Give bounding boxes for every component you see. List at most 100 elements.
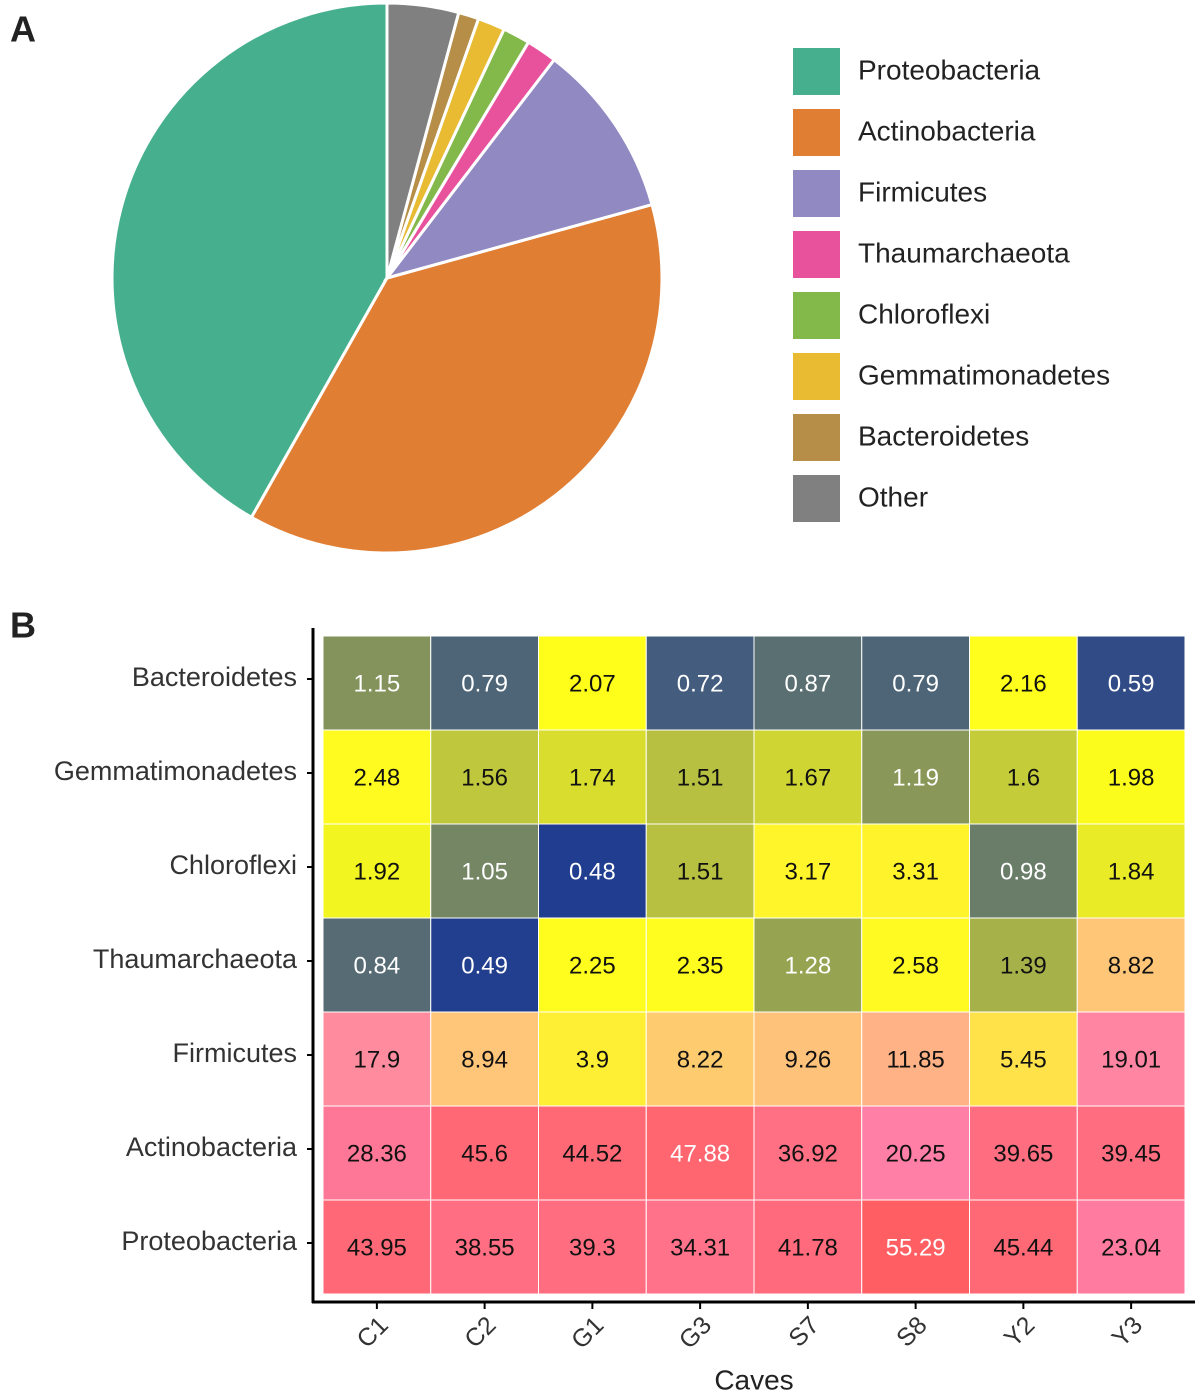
heat-cell: [1076, 917, 1186, 1013]
heat-cell: [645, 635, 755, 731]
cell-label: 0.48: [569, 858, 616, 885]
cell-label: 5.45: [1000, 1046, 1047, 1073]
y-tick-label: Bacteroidetes: [132, 662, 297, 692]
cell-label: 0.59: [1108, 670, 1155, 697]
legend-swatch: [793, 48, 840, 95]
cell-label: 34.31: [670, 1234, 730, 1261]
heat-cell: [1076, 729, 1186, 825]
cell-label: 1.51: [677, 858, 724, 885]
cell-label: 8.22: [677, 1046, 724, 1073]
cell-label: 2.25: [569, 952, 616, 979]
heat-cell: [1076, 1105, 1186, 1201]
x-tick-label: G1: [566, 1311, 609, 1354]
cell-label: 2.58: [892, 952, 939, 979]
heat-cell: [538, 823, 647, 919]
heat-cell: [322, 823, 432, 919]
cell-label: 47.88: [670, 1140, 730, 1167]
heat-cell: [1076, 1011, 1186, 1107]
heat-cell: [645, 1011, 755, 1107]
cell-label: 45.44: [993, 1234, 1053, 1261]
x-tick-label: Y2: [999, 1311, 1040, 1352]
cell-label: 3.31: [892, 858, 939, 885]
heat-cell: [753, 1105, 863, 1201]
cell-label: 19.01: [1101, 1046, 1161, 1073]
heat-cell: [322, 1199, 432, 1295]
heat-cell: [538, 1199, 647, 1295]
cell-label: 1.05: [461, 858, 508, 885]
legend-label: Proteobacteria: [858, 54, 1041, 85]
x-tick-label: C1: [351, 1311, 393, 1353]
cell-label: 1.6: [1007, 764, 1040, 791]
heat-cell: [753, 1199, 863, 1295]
legend-swatch: [793, 170, 840, 217]
cell-label: 39.65: [993, 1140, 1053, 1167]
legend-label: Thaumarchaeota: [858, 237, 1070, 268]
heat-cell: [1076, 635, 1186, 731]
y-tick-label: Thaumarchaeota: [93, 944, 298, 974]
cell-label: 1.56: [461, 764, 508, 791]
heat-cell: [861, 635, 970, 731]
heat-cell: [430, 729, 539, 825]
heat-cell: [969, 823, 1078, 919]
cell-label: 39.3: [569, 1234, 616, 1261]
cell-label: 41.78: [778, 1234, 838, 1261]
cell-label: 1.51: [677, 764, 724, 791]
heat-cell: [861, 1105, 970, 1201]
heat-cell: [538, 1011, 647, 1107]
heat-cell: [430, 1199, 539, 1295]
panel-label: A: [10, 9, 36, 50]
heat-cell: [753, 729, 863, 825]
cell-label: 0.79: [892, 670, 939, 697]
cell-label: 11.85: [886, 1046, 944, 1073]
cell-label: 0.98: [1000, 858, 1047, 885]
cell-label: 3.9: [576, 1046, 609, 1073]
cell-label: 0.84: [354, 952, 401, 979]
legend-swatch: [793, 292, 840, 339]
cell-label: 1.39: [1000, 952, 1047, 979]
legend-swatch: [793, 109, 840, 156]
legend-swatch: [793, 353, 840, 400]
cell-label: 38.55: [455, 1234, 515, 1261]
heat-cell: [753, 823, 863, 919]
cell-label: 3.17: [785, 858, 832, 885]
cell-label: 39.45: [1101, 1140, 1161, 1167]
heat-cell: [322, 1105, 432, 1201]
heat-cell: [969, 1011, 1078, 1107]
cell-label: 2.07: [569, 670, 616, 697]
pie-slice: [110, 1, 389, 520]
heat-cell: [861, 1011, 970, 1107]
heat-cell: [861, 1199, 970, 1295]
cell-label: 9.26: [785, 1046, 832, 1073]
cell-label: 45.6: [461, 1140, 508, 1167]
cell-label: 0.87: [785, 670, 832, 697]
cell-label: 1.74: [569, 764, 616, 791]
pie-slice: [385, 1, 461, 279]
heat-cell: [430, 1105, 539, 1201]
cell-label: 8.94: [461, 1046, 508, 1073]
x-axis-title: Caves: [714, 1364, 793, 1395]
cell-label: 1.84: [1108, 858, 1155, 885]
legend-swatch: [793, 475, 840, 522]
x-tick-label: G3: [674, 1311, 717, 1354]
legend-label: Gemmatimonadetes: [858, 359, 1110, 390]
heat-cell: [1076, 1199, 1186, 1295]
heat-cell: [322, 635, 432, 731]
cell-label: 1.98: [1108, 764, 1155, 791]
cell-label: 28.36: [347, 1140, 407, 1167]
heat-cell: [645, 729, 755, 825]
heat-cell: [538, 1105, 647, 1201]
cell-label: 43.95: [347, 1234, 407, 1261]
legend-swatch: [793, 414, 840, 461]
cell-label: 1.28: [785, 952, 832, 979]
x-tick-label: S8: [891, 1311, 932, 1352]
heat-cell: [430, 635, 539, 731]
y-tick-label: Actinobacteria: [126, 1132, 298, 1162]
legend-label: Chloroflexi: [858, 298, 990, 329]
heat-cell: [645, 1199, 755, 1295]
heat-cell: [1076, 823, 1186, 919]
heat-cell: [645, 1105, 755, 1201]
y-tick-label: Firmicutes: [172, 1038, 297, 1068]
cell-label: 2.48: [354, 764, 401, 791]
x-tick-label: C2: [459, 1311, 501, 1353]
